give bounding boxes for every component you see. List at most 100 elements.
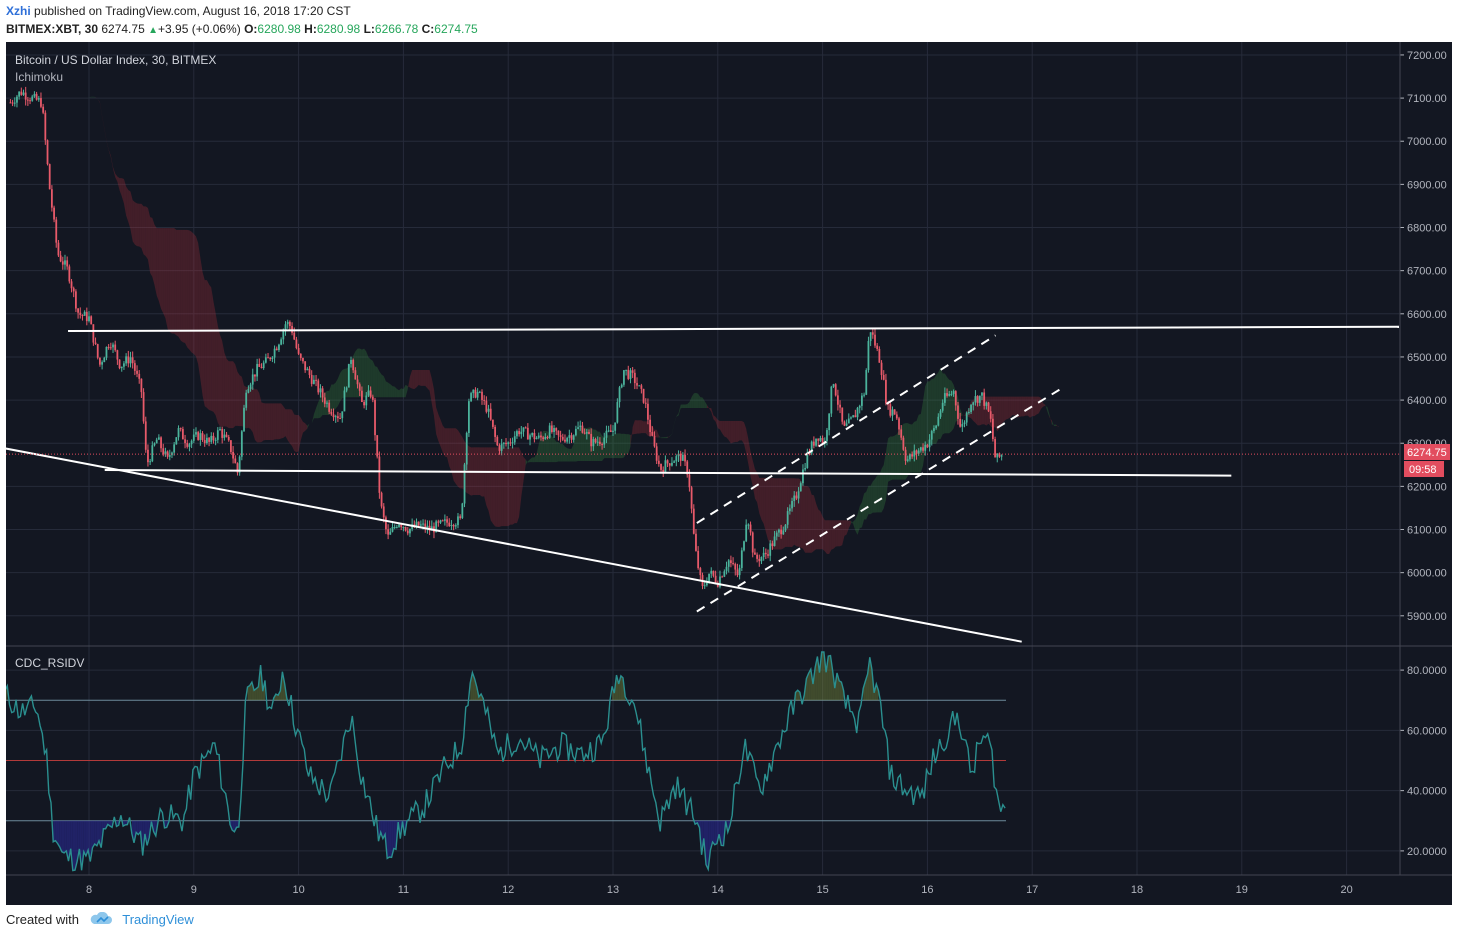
cloud-segment [191,231,194,354]
cloud-segment [174,228,177,336]
candle-body [225,434,228,437]
y-tick-label: 60.0000 [1407,725,1447,737]
trendline[interactable] [68,325,1400,333]
candle-body [688,474,691,488]
channel-line[interactable] [696,334,997,524]
candle-body [963,422,966,425]
candle-body [243,407,245,432]
candle-body [550,425,553,432]
cloud-segment [451,428,454,481]
candle-body [653,435,656,447]
candle-body [660,463,662,470]
candle-body [269,357,272,360]
candle-body [75,291,77,309]
chart-canvas[interactable]: 8 9 10 11 12 13 14 15 16 17 18 19 20 7200.00 7100.00 70… [6,42,1452,905]
cloud-segment [180,229,183,343]
cloud-segment [514,447,517,524]
candle-body [478,391,481,393]
cloud-segment [224,352,227,427]
cloud-segment [296,414,299,453]
axes: 8 9 10 11 12 13 14 15 16 17 18 19 20 7200.00 7100.00 70… [6,42,1452,896]
candle-body [61,261,64,265]
candle-body [96,344,99,358]
cloud-segment [364,348,367,398]
cloud-segment [739,420,742,441]
candle-body [623,370,625,385]
candle-body [398,524,400,527]
cloud-segment [1010,396,1013,418]
cloud-segment [864,491,867,520]
candle-body [703,585,706,587]
cloud-segment [750,451,753,487]
trendline[interactable] [6,447,1022,643]
open-label: O: [244,22,258,36]
cloud-segment [1027,396,1031,418]
candle-body [930,431,933,440]
candle-body [727,560,730,567]
candle-body [583,432,586,434]
candle-body [424,523,427,530]
author-name[interactable]: Xzhi [6,4,31,18]
candle-body [321,388,324,398]
candle-body [954,391,957,406]
candle-body [605,430,608,438]
candle-body [157,437,160,440]
candle-body [430,526,433,531]
channel-line[interactable] [696,386,1065,613]
cloud-segment [152,217,155,286]
cloud-segment [573,432,576,462]
rsi-overbought-fill [863,680,866,701]
cloud-segment [816,503,819,550]
cloud-segment [123,179,127,216]
tradingview-link[interactable]: TradingView [122,912,194,927]
tradingview-cloud-logo-icon[interactable] [89,911,113,929]
cloud-segment [501,447,504,527]
cloud-segment [947,377,950,434]
cloud-segment [228,361,231,429]
cloud-segment [811,494,814,553]
candle-body [511,442,514,444]
cloud-segment [106,140,109,151]
candle-body [400,524,403,528]
candle-body [293,332,296,340]
cloud-segment [853,519,856,531]
close-label: C: [421,22,435,36]
candle-body [483,399,486,401]
candle-body [638,385,641,387]
trendline[interactable] [104,468,1232,477]
candle-body [754,552,756,555]
candle-body [208,437,210,442]
y-tick-label: 6000.00 [1407,568,1447,580]
candle-body [705,582,708,586]
cloud-segment [676,413,679,417]
candle-body [919,447,922,451]
x-tick-label: 17 [1026,884,1038,896]
candle-body [125,356,128,364]
candle-body [568,435,571,438]
candle-body [238,456,241,473]
cloud-segment [215,313,218,423]
cloud-segment [361,348,365,398]
cloud-segment [995,396,998,432]
cloud-segment [307,423,310,429]
candle-body [614,422,617,431]
cloud-segment [204,280,207,408]
candle-body [917,450,920,454]
rsi-overbought-fill [282,671,285,701]
candle-body [889,404,892,416]
candle-body [273,348,276,358]
cloud-segment [366,351,369,398]
cloud-segment [778,478,782,550]
cloud-segment [859,502,862,529]
cloud-segment [289,409,293,447]
cloud-segment [169,228,172,334]
candle-body [417,521,420,526]
cloud-segment [233,361,236,429]
cloud-segment [508,447,511,527]
cloud-segment [457,430,461,489]
cloud-segment [337,373,341,406]
cloud-segment [189,230,192,353]
cloud-segment [831,520,834,550]
cloud-segment [93,96,96,98]
rsi-oversold-fill [138,820,141,835]
